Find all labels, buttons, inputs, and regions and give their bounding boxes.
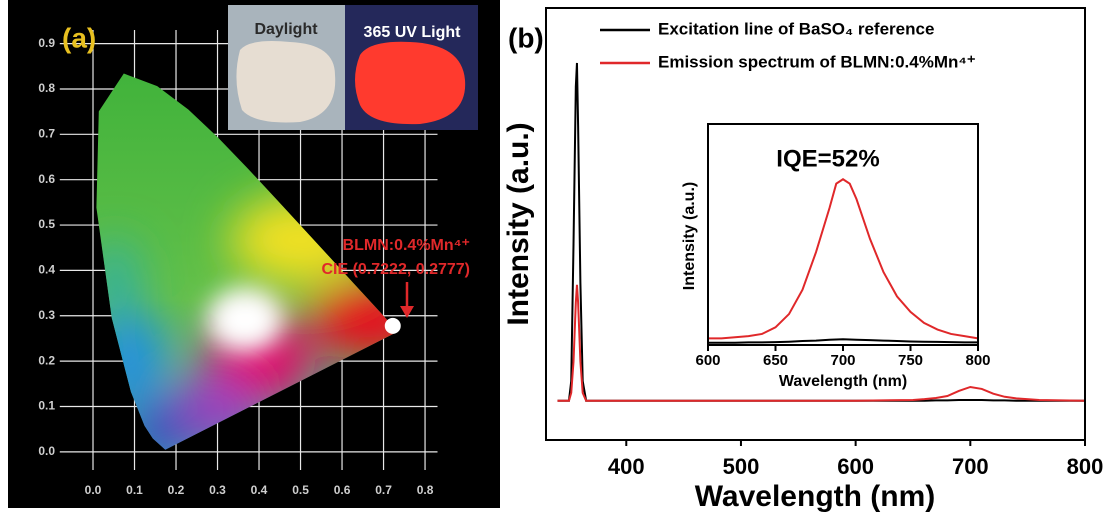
inset-plot: 600 650 700 750 800 [695, 123, 991, 369]
x-tick-label: 0.5 [292, 483, 309, 497]
y-axis-label: Intensity (a.u.) [502, 122, 535, 325]
y-tick-label: 0.9 [38, 36, 55, 50]
x-tick-label: 0.8 [417, 483, 434, 497]
y-tick-label: 0.7 [38, 127, 55, 141]
inset-y-label: Intensity (a.u.) [681, 182, 698, 290]
x-tick-label: 0.2 [168, 483, 185, 497]
inset-x-label: Wavelength (nm) [779, 373, 907, 390]
x-tick-label: 0.6 [334, 483, 351, 497]
panel-label: (b) [508, 22, 544, 53]
inset-annotation: IQE=52% [776, 145, 879, 172]
y-tick-label: 0.6 [38, 172, 55, 186]
annotation: BLMN:0.4%Mn⁴⁺ [343, 237, 470, 254]
photo-label: 365 UV Light [364, 24, 462, 41]
legend-label: Excitation line of BaSO₄ reference [658, 19, 934, 38]
x-tick-label: 600 [695, 352, 720, 369]
x-tick-label: 400 [608, 454, 645, 479]
x-tick-label: 0.4 [251, 483, 268, 497]
x-tick-label: 700 [952, 454, 989, 479]
y-tick-label: 0.1 [38, 399, 55, 413]
x-tick-label: 800 [965, 352, 990, 369]
daylight-sample [236, 41, 336, 123]
x-tick-label: 500 [723, 454, 760, 479]
y-tick-label: 0.8 [38, 81, 55, 95]
x-tick-label: 750 [898, 352, 923, 369]
panel-label: (a) [62, 22, 96, 53]
inset-background [708, 124, 978, 345]
x-tick-label: 0.7 [375, 483, 392, 497]
y-tick-label: 0.4 [38, 263, 55, 277]
y-tick-label: 0.0 [38, 444, 55, 458]
plot-frame [545, 7, 1086, 441]
annotation: CIE (0.7222, 0.2777) [321, 261, 470, 278]
x-tick-label: 800 [1067, 454, 1104, 479]
series-line [708, 338, 978, 344]
cie-point [384, 317, 401, 334]
series-line [708, 178, 979, 340]
x-tick-label: 0.3 [209, 483, 226, 497]
y-tick-label: 0.2 [38, 353, 55, 367]
uv-sample [355, 41, 466, 125]
spectrum-plot: Excitation line of BaSO₄ reference Emissi… [545, 7, 1104, 479]
x-tick-label: 600 [837, 454, 874, 479]
x-tick-label: 700 [830, 352, 855, 369]
x-tick-label: 650 [763, 352, 788, 369]
photo-label: Daylight [254, 21, 318, 38]
x-axis-label: Wavelength (nm) [695, 480, 936, 513]
legend-label: Emission spectrum of BLMN:0.4%Mn⁴⁺ [658, 52, 976, 71]
x-tick-label: 0.0 [85, 483, 102, 497]
x-tick-label: 0.1 [126, 483, 143, 497]
arrow-head [400, 306, 414, 318]
series-line [557, 284, 1086, 402]
y-tick-label: 0.5 [38, 217, 55, 231]
y-tick-label: 0.3 [38, 308, 55, 322]
